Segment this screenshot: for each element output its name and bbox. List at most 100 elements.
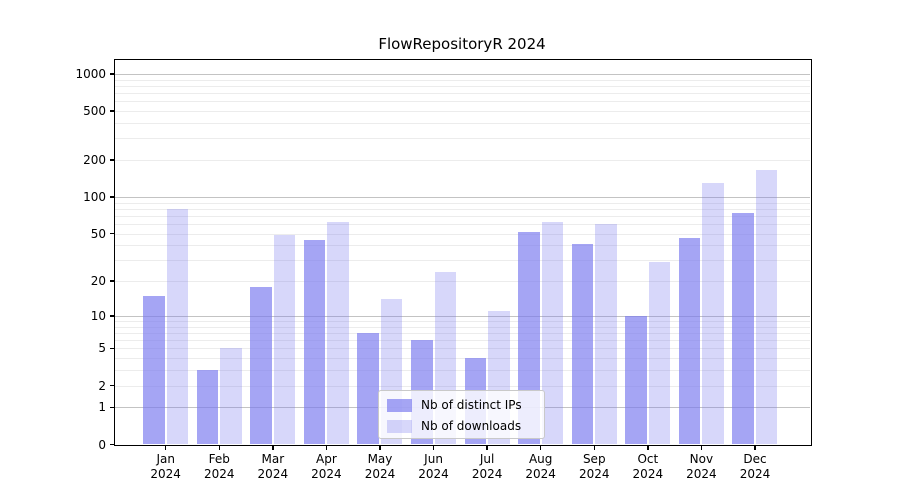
x-tick-year: 2024 [418, 467, 449, 481]
y-axis-tick [110, 384, 114, 387]
gridline-minor [115, 160, 810, 162]
y-axis-tick [110, 159, 114, 161]
y-tick-label: 2 [98, 378, 106, 393]
x-tick-label: Apr 2024 [294, 452, 358, 482]
bar-distinct-ips [678, 238, 701, 445]
x-tick-month: Jun [424, 452, 443, 466]
y-axis-tick [110, 196, 114, 198]
bar-distinct-ips [732, 212, 754, 445]
y-tick-label: 1000 [75, 67, 106, 81]
gridline-minor [115, 370, 810, 372]
y-tick-label: 50 [90, 226, 106, 241]
x-axis-tick [272, 446, 274, 450]
gridline-minor [115, 215, 810, 217]
gridline-minor [115, 358, 810, 360]
gridline-major [115, 197, 810, 198]
gridline-minor [115, 202, 810, 204]
x-tick-year: 2024 [150, 467, 181, 481]
x-tick-month: Jan [156, 452, 175, 466]
x-axis-tick [593, 446, 595, 450]
x-axis-tick [379, 446, 381, 450]
x-tick-month: Oct [637, 452, 659, 466]
x-tick-year: 2024 [686, 467, 717, 481]
gridline-major [115, 74, 810, 75]
bar-downloads [166, 208, 189, 445]
x-tick-year: 2024 [739, 467, 771, 481]
bar-downloads [541, 222, 564, 445]
x-tick-year: 2024 [203, 467, 235, 481]
x-tick-year: 2024 [632, 467, 664, 481]
x-tick-month: Sep [582, 452, 606, 466]
y-tick-label: 5 [98, 341, 106, 356]
y-axis-tick [110, 315, 114, 317]
gridline-minor [115, 101, 810, 103]
x-tick-label: Feb 2024 [187, 452, 251, 482]
x-axis-tick [647, 446, 649, 450]
gridline-minor [115, 138, 810, 140]
y-axis-tick [110, 347, 114, 350]
x-tick-year: 2024 [364, 467, 396, 481]
y-tick-label: 500 [83, 104, 106, 119]
y-tick-label: 200 [83, 153, 106, 168]
x-axis-tick [164, 446, 167, 450]
x-tick-label: Nov 2024 [669, 452, 733, 482]
y-axis-tick [110, 280, 114, 282]
gridline-minor [115, 281, 810, 283]
bar-distinct-ips [357, 332, 379, 445]
y-tick-label: 100 [83, 190, 106, 204]
x-tick-label: May 2024 [348, 452, 412, 482]
x-tick-month: Nov [689, 452, 714, 466]
gridline-minor [115, 340, 810, 342]
gridline-minor [115, 348, 810, 350]
bar-downloads [702, 183, 724, 445]
gridline-minor [115, 245, 810, 247]
bar-downloads [648, 262, 671, 445]
gridline-minor [115, 326, 810, 328]
bar-downloads [327, 222, 349, 445]
bar-distinct-ips [143, 295, 165, 445]
bar-downloads [273, 234, 296, 445]
x-axis-tick [754, 446, 756, 450]
gridline-minor [115, 111, 810, 113]
x-tick-month: Aug [528, 452, 553, 466]
legend: Nb of distinct IPs Nb of downloads [378, 390, 545, 439]
y-axis-tick [110, 110, 114, 112]
x-tick-month: Apr [316, 452, 337, 466]
legend-swatch-downloads [387, 419, 412, 433]
gridline-minor [115, 79, 810, 81]
x-tick-label: Jun 2024 [402, 452, 466, 482]
y-axis-tick [110, 443, 114, 446]
y-tick-label: 10 [90, 308, 106, 323]
legend-label-distinct-ips: Nb of distinct IPs [421, 398, 522, 412]
x-axis-tick [539, 446, 542, 450]
x-tick-year: 2024 [471, 467, 503, 481]
x-tick-label: Jul 2024 [455, 452, 519, 482]
gridline-minor [115, 385, 810, 387]
x-axis-tick [700, 446, 703, 450]
x-tick-year: 2024 [578, 467, 610, 481]
gridline-minor [115, 93, 810, 95]
bar-distinct-ips [303, 240, 326, 445]
y-axis-tick [110, 73, 114, 75]
chart-title: FlowRepositoryR 2024 [378, 35, 546, 53]
gridline-minor [115, 123, 810, 125]
x-tick-label: Dec 2024 [723, 452, 787, 482]
gridline-minor [115, 321, 810, 323]
gridline-major [115, 315, 810, 317]
gridline-minor [115, 260, 810, 262]
y-tick-label: 20 [90, 274, 106, 289]
x-tick-month: Feb [208, 452, 230, 466]
y-tick-label: 1 [98, 400, 106, 415]
bar-distinct-ips [571, 244, 594, 445]
gridline-minor [115, 208, 810, 210]
bar-downloads [595, 224, 617, 445]
x-axis-tick [218, 446, 221, 450]
legend-label-downloads: Nb of downloads [421, 419, 522, 433]
x-tick-year: 2024 [257, 467, 289, 481]
x-tick-label: Mar 2024 [241, 452, 305, 482]
x-tick-month: Jul [479, 452, 495, 466]
x-tick-month: May [367, 452, 393, 466]
bar-distinct-ips [196, 370, 219, 445]
x-axis-tick [486, 446, 488, 450]
